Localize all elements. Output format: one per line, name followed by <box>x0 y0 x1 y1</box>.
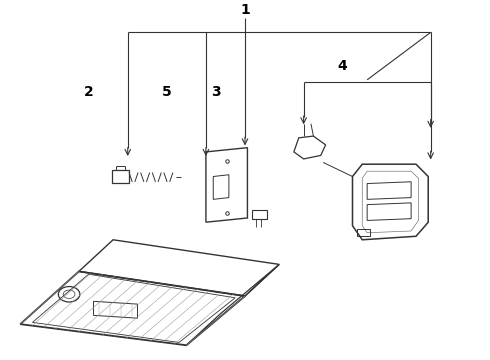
Text: 1: 1 <box>240 3 250 17</box>
Text: 2: 2 <box>84 85 94 99</box>
Bar <box>252 210 267 219</box>
Bar <box>112 170 129 183</box>
Bar <box>357 229 369 236</box>
Text: 3: 3 <box>211 85 220 99</box>
Text: 4: 4 <box>338 59 347 73</box>
Text: 5: 5 <box>162 85 171 99</box>
